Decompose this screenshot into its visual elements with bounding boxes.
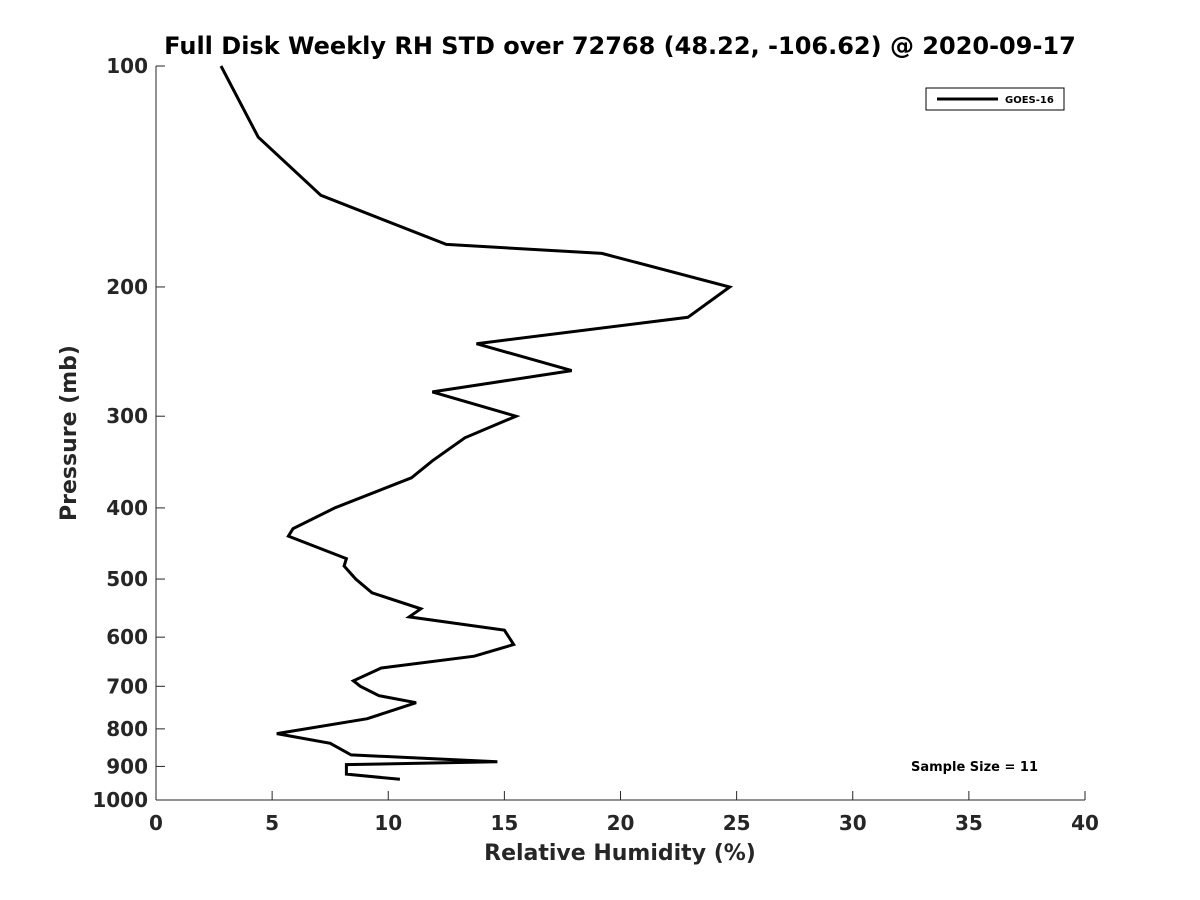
y-tick-label: 900 [106,754,148,778]
y-tick-label: 100 [106,54,148,78]
y-tick-label: 700 [106,674,148,698]
x-tick-label: 35 [955,811,983,835]
x-tick-label: 20 [607,811,635,835]
chart-title: Full Disk Weekly RH STD over 72768 (48.2… [164,32,1076,60]
sample-size-annotation: Sample Size = 11 [911,760,1038,775]
legend-label: GOES-16 [1005,95,1054,106]
y-tick-label: 300 [106,404,148,428]
y-axis-label: Pressure (mb) [57,345,82,521]
x-tick-label: 25 [723,811,751,835]
y-tick-label: 800 [106,717,148,741]
x-tick-label: 10 [374,811,402,835]
x-tick-label: 5 [265,811,279,835]
legend: GOES-16 [925,87,1065,111]
x-axis-ticks: 0 5 10 15 20 25 30 35 40 [149,791,1099,835]
y-tick-label: 600 [106,625,148,649]
y-tick-label: 500 [106,567,148,591]
y-axis-ticks: 100 200 300 400 500 600 700 800 900 1000 [92,54,165,812]
y-tick-label: 1000 [92,788,148,812]
series-layer [219,65,734,781]
x-tick-label: 40 [1071,811,1099,835]
y-tick-label: 400 [106,496,148,520]
x-tick-label: 30 [839,811,867,835]
series-line-goes-16 [219,65,734,781]
x-tick-label: 0 [149,811,163,835]
y-tick-label: 200 [106,275,148,299]
x-axis-label: Relative Humidity (%) [484,841,756,866]
x-tick-label: 15 [490,811,518,835]
